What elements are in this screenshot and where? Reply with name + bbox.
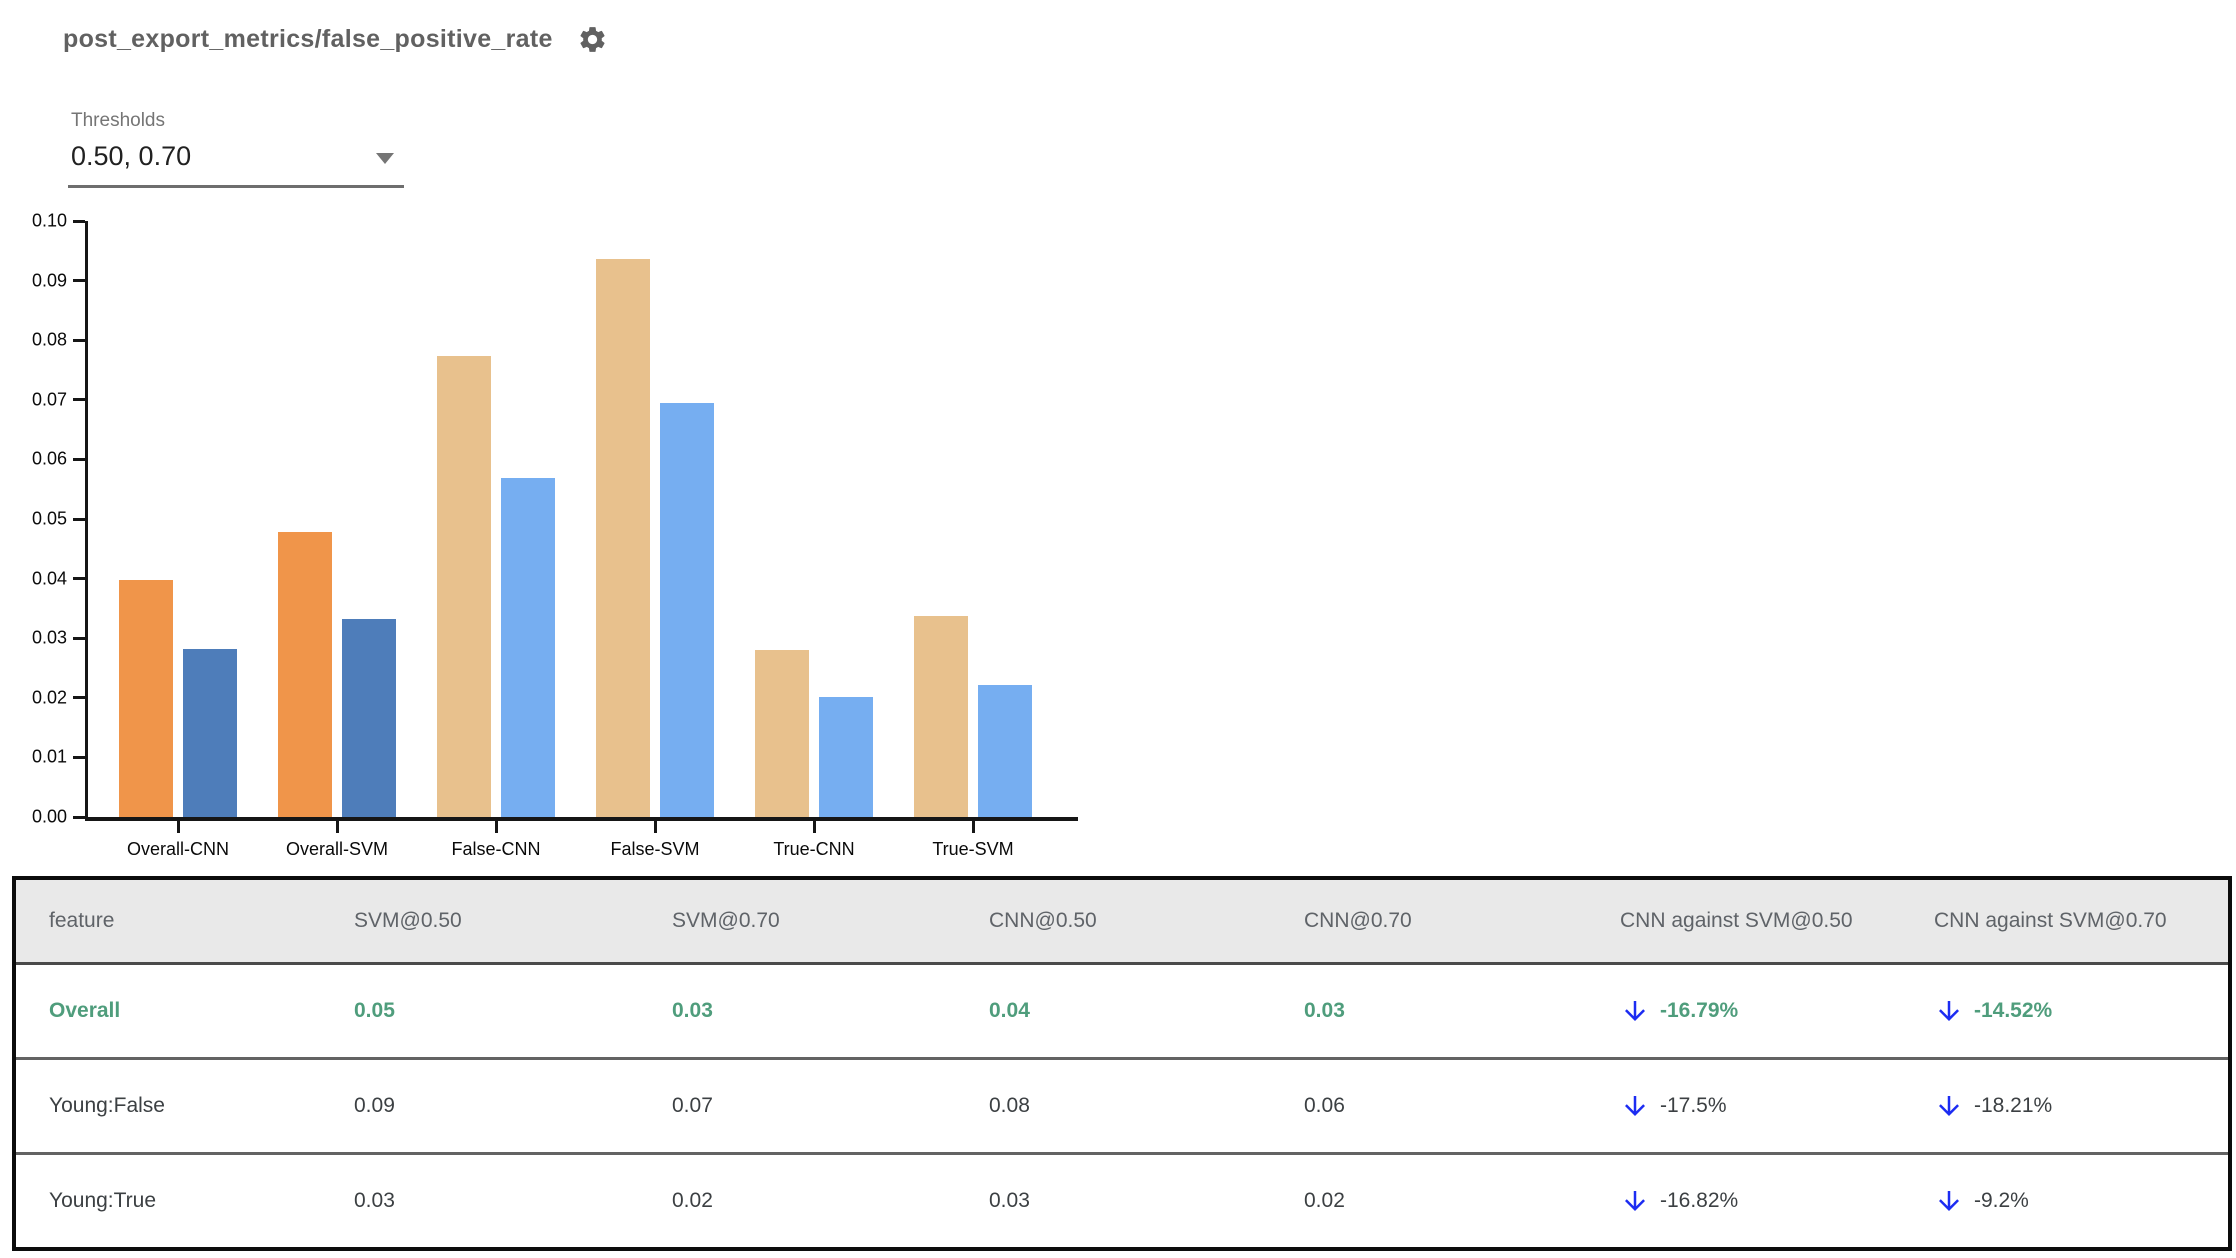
arrow-down-icon [1939,1096,1959,1116]
bar [501,478,555,817]
y-axis-label: 0.10 [31,210,67,231]
metric-value-cell: 0.09 [354,1057,672,1154]
y-axis-tick [73,338,85,342]
bar-chart-plot-area: 0.00 0.01 0.02 0.03 0.04 0.05 0.06 0.07 0.08 0.09… [32,211,1078,859]
dropdown-arrow-icon [376,153,394,164]
metric-value-cell: 0.08 [989,1057,1304,1154]
metric-value-cell: 0.06 [1304,1057,1620,1154]
diff-value: -18.21% [1974,1094,2053,1117]
diff-cell: -17.5% [1620,1057,1934,1154]
bar [183,648,237,817]
arrow-down-icon [1939,1001,1959,1021]
arrow-down-icon [1939,1191,1959,1211]
diff-cell: -9.2% [1934,1152,2230,1249]
x-axis-label: True-SVM [932,839,1014,859]
y-axis-label: 0.05 [31,508,67,529]
x-axis-tick [812,821,816,833]
metric-value-cell: 0.04 [989,999,1030,1022]
y-axis-tick [73,577,85,581]
y-axis-label: 0.06 [31,448,67,469]
x-axis-tick [176,821,180,833]
diff-value: -9.2% [1974,1189,2029,1212]
arrow-down-icon [1625,1096,1645,1116]
x-axis-label: False-SVM [610,839,700,859]
y-axis-tick [73,457,85,461]
diff-cell: -16.82% [1620,1152,1934,1249]
metric-value-cell: 0.05 [354,999,395,1022]
y-axis-label: 0.09 [31,270,67,291]
bar [978,685,1032,817]
column-header: feature [14,878,354,965]
y-axis-label: 0.04 [31,568,67,589]
x-axis-label: Overall-CNN [126,839,229,859]
x-axis-tick [335,821,339,833]
diff-cell: -14.52% [1934,964,2230,1059]
diff-cell: -16.79% [1620,964,1934,1059]
bar [755,650,809,817]
table-row: Young:True 0.03 0.02 0.03 0.02 -16.82% -9.2% [14,1152,2230,1249]
metrics-table: feature SVM@0.50 SVM@0.70 CNN@0.50 CNN@0.70 C… [12,876,2232,1251]
y-axis-label: 0.03 [31,627,67,648]
feature-cell: Young:True [14,1152,354,1249]
y-axis-tick [73,279,85,283]
diff-cell: -18.21% [1934,1057,2230,1154]
diff-value: -16.82% [1660,1189,1739,1212]
y-axis-tick [73,517,85,521]
column-header: CNN against SVM@0.50 [1620,878,1934,965]
y-axis-label: 0.00 [31,806,67,827]
y-axis-tick [73,755,85,759]
bar [914,616,968,817]
table-row: Young:False 0.09 0.07 0.08 0.06 -17.5% -18.21% [14,1057,2230,1154]
x-axis-label: False-CNN [451,839,541,859]
metric-value-cell: 0.02 [1304,1152,1620,1249]
feature-cell: Overall [49,999,121,1022]
bar [596,258,650,817]
y-axis-tick [73,815,85,819]
x-axis-tick [653,821,657,833]
metric-value-cell: 0.03 [354,1152,672,1249]
x-axis-label: True-CNN [773,839,855,859]
metric-value-cell: 0.03 [989,1152,1304,1249]
metric-value-cell: 0.03 [1304,999,1345,1022]
feature-cell: Young:False [14,1057,354,1154]
bar [437,356,491,817]
diff-value: -16.79% [1660,999,1739,1022]
metric-value-cell: 0.07 [672,1057,989,1154]
bar [660,402,714,817]
column-header: CNN@0.70 [1304,878,1620,965]
bar [819,697,873,817]
x-axis-tick [494,821,498,833]
y-axis-label: 0.07 [31,389,67,410]
x-axis-label: Overall-SVM [285,839,388,859]
arrow-down-icon [1625,1191,1645,1211]
column-header: CNN@0.50 [989,878,1304,965]
table-header-row: feature SVM@0.50 SVM@0.70 CNN@0.50 CNN@0.70 C… [14,878,2230,965]
table-row: Overall 0.05 0.03 0.04 0.03 -16.79% -14.52% [14,964,2230,1059]
bar [119,580,173,817]
diff-value: -14.52% [1974,999,2053,1022]
column-header: CNN against SVM@0.70 [1934,878,2230,965]
y-axis-tick [73,696,85,700]
arrow-down-icon [1625,1001,1645,1021]
column-header: SVM@0.50 [354,878,672,965]
thresholds-select[interactable]: Thresholds 0.50, 0.70 [68,110,404,188]
thresholds-value: 0.50, 0.70 [71,141,192,171]
metric-header: post_export_metrics/false_positive_rate [63,24,608,55]
metric-value-cell: 0.02 [672,1152,989,1249]
y-axis-label: 0.08 [31,329,67,350]
y-axis-label: 0.02 [31,687,67,708]
diff-value: -17.5% [1660,1094,1727,1117]
x-axis-tick [971,821,975,833]
page-title: post_export_metrics/false_positive_rate [63,25,553,53]
settings-icon[interactable] [577,24,608,55]
column-header: SVM@0.70 [672,878,989,965]
thresholds-label: Thresholds [71,110,165,131]
bar [342,619,396,817]
y-axis-tick [73,398,85,402]
y-axis-tick [73,636,85,640]
y-axis-label: 0.01 [31,746,67,767]
y-axis-tick [73,219,85,223]
metric-value-cell: 0.03 [672,999,713,1022]
bar [278,532,332,817]
